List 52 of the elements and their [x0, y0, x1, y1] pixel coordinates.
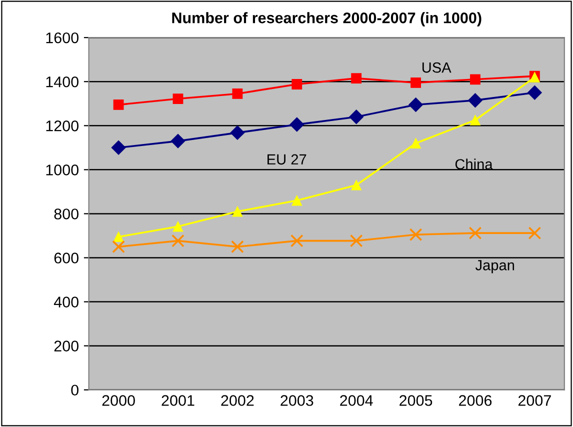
- point: [527, 85, 542, 100]
- y-tick-label: 0: [71, 384, 78, 396]
- x-tick-label: 2004: [340, 395, 373, 406]
- y-tick-label: 400: [54, 296, 78, 308]
- x-tick-label: 2003: [280, 395, 314, 406]
- y-tick-label: 800: [54, 208, 78, 220]
- point: [410, 138, 421, 148]
- point: [113, 100, 124, 110]
- point: [172, 221, 184, 232]
- point: [410, 78, 421, 88]
- y-tick-label: 1400: [46, 76, 78, 88]
- point: [172, 234, 184, 248]
- point: [409, 228, 422, 242]
- x-tick-label: 2005: [400, 395, 432, 406]
- x-tick-label: 2000: [102, 395, 135, 406]
- series-label: China: [455, 158, 493, 170]
- point: [170, 134, 186, 148]
- point: [528, 226, 542, 240]
- point: [113, 232, 124, 242]
- point: [230, 240, 244, 254]
- point: [112, 240, 125, 254]
- series-label: Japan: [475, 260, 514, 274]
- point: [470, 114, 480, 126]
- x-tick-label: 2002: [221, 395, 254, 406]
- point: [468, 93, 482, 108]
- point: [172, 94, 184, 104]
- point: [350, 234, 363, 248]
- x-tick-label: 2006: [459, 395, 492, 406]
- point: [232, 88, 243, 99]
- point: [349, 110, 364, 124]
- point: [232, 206, 243, 217]
- series-label: EU 27: [268, 154, 306, 165]
- y-tick-label: 1200: [46, 120, 78, 132]
- x-tick-label: 2001: [162, 395, 194, 406]
- point: [351, 180, 362, 190]
- y-tick-label: 600: [54, 252, 78, 264]
- series-label: USA: [422, 62, 452, 73]
- point: [290, 117, 304, 132]
- point: [111, 140, 126, 155]
- point: [351, 73, 362, 84]
- y-tick-label: 1600: [46, 32, 78, 44]
- point: [468, 226, 482, 240]
- point: [290, 234, 304, 248]
- y-tick-label: 1000: [46, 164, 78, 176]
- point: [408, 98, 424, 112]
- point: [292, 195, 302, 206]
- y-tick-label: 200: [54, 340, 78, 352]
- point: [292, 79, 302, 90]
- x-tick-label: 2007: [518, 395, 551, 406]
- point: [470, 74, 480, 85]
- point: [230, 125, 245, 140]
- chart-title: Number of researchers 2000-2007 (in 1000): [172, 12, 482, 26]
